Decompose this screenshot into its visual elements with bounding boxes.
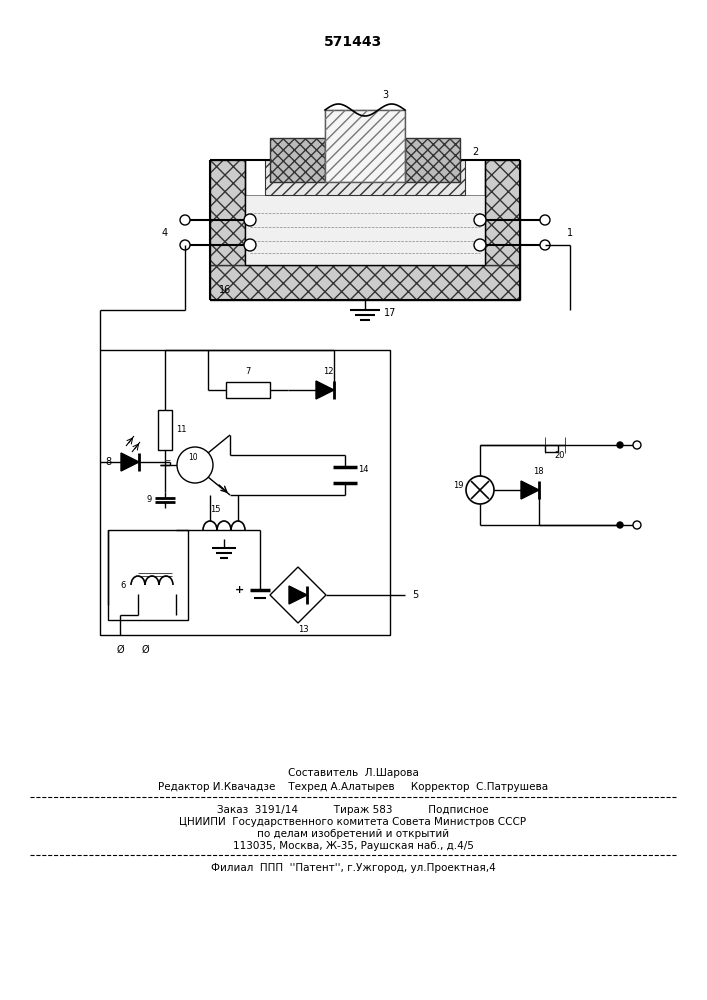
Circle shape xyxy=(244,239,256,251)
Circle shape xyxy=(474,239,486,251)
Bar xyxy=(485,160,520,265)
Bar xyxy=(325,110,405,182)
Polygon shape xyxy=(316,381,334,399)
Text: 10: 10 xyxy=(188,452,198,462)
Bar xyxy=(210,265,520,300)
Text: 9: 9 xyxy=(146,495,151,504)
Text: Составитель  Л.Шарова: Составитель Л.Шарова xyxy=(288,768,419,778)
Circle shape xyxy=(540,240,550,250)
Bar xyxy=(405,138,460,182)
Text: 18: 18 xyxy=(532,468,543,477)
Circle shape xyxy=(617,442,623,448)
Text: 4: 4 xyxy=(162,228,168,238)
Circle shape xyxy=(633,441,641,449)
Bar xyxy=(265,160,465,195)
Bar xyxy=(100,350,390,635)
Text: 19: 19 xyxy=(452,482,463,490)
Polygon shape xyxy=(521,481,539,499)
Bar xyxy=(158,410,172,450)
Text: Редактор И.Квачадзе    Техред А.Алатырев     Корректор  С.Патрушева: Редактор И.Квачадзе Техред А.Алатырев Ко… xyxy=(158,782,548,792)
Polygon shape xyxy=(121,453,139,471)
Text: Ø: Ø xyxy=(141,645,148,655)
Bar xyxy=(325,110,405,182)
Bar xyxy=(270,138,325,182)
Circle shape xyxy=(180,215,190,225)
Text: 2: 2 xyxy=(472,147,478,157)
Text: Филиал  ППП  ''Патент'', г.Ужгород, ул.Проектная,4: Филиал ППП ''Патент'', г.Ужгород, ул.Про… xyxy=(211,863,496,873)
Bar xyxy=(210,160,245,265)
Circle shape xyxy=(177,447,213,483)
Circle shape xyxy=(180,240,190,250)
Polygon shape xyxy=(289,586,307,604)
Text: 571443: 571443 xyxy=(324,35,382,49)
Text: 6: 6 xyxy=(120,580,126,589)
Text: ЦНИИПИ  Государственного комитета Совета Министров СССР: ЦНИИПИ Государственного комитета Совета … xyxy=(180,817,527,827)
Text: 113035, Москва, Ж-35, Раушская наб., д.4/5: 113035, Москва, Ж-35, Раушская наб., д.4… xyxy=(233,841,474,851)
Text: 17: 17 xyxy=(384,308,396,318)
Bar xyxy=(245,195,485,265)
Circle shape xyxy=(617,522,623,528)
Text: 5: 5 xyxy=(412,590,418,600)
Bar xyxy=(226,382,270,398)
Circle shape xyxy=(466,476,494,504)
Circle shape xyxy=(474,214,486,226)
Text: 20: 20 xyxy=(555,450,566,460)
Text: 11: 11 xyxy=(176,426,186,434)
Text: 8: 8 xyxy=(105,457,111,467)
Text: Ø: Ø xyxy=(116,645,124,655)
Circle shape xyxy=(633,521,641,529)
Text: по делам изобретений и открытий: по делам изобретений и открытий xyxy=(257,829,449,839)
Text: 15: 15 xyxy=(210,506,221,514)
Circle shape xyxy=(540,215,550,225)
Bar xyxy=(108,530,188,620)
Text: 1: 1 xyxy=(567,228,573,238)
Text: 12: 12 xyxy=(323,367,333,376)
Text: Заказ  3191/14           Тираж 583           Подписное: Заказ 3191/14 Тираж 583 Подписное xyxy=(217,805,489,815)
Text: +: + xyxy=(235,585,245,595)
Text: 14: 14 xyxy=(358,466,368,475)
Text: 16: 16 xyxy=(219,285,231,295)
Text: 13: 13 xyxy=(298,626,308,635)
Text: 7: 7 xyxy=(245,367,251,376)
Text: 3: 3 xyxy=(382,90,388,100)
Circle shape xyxy=(244,214,256,226)
